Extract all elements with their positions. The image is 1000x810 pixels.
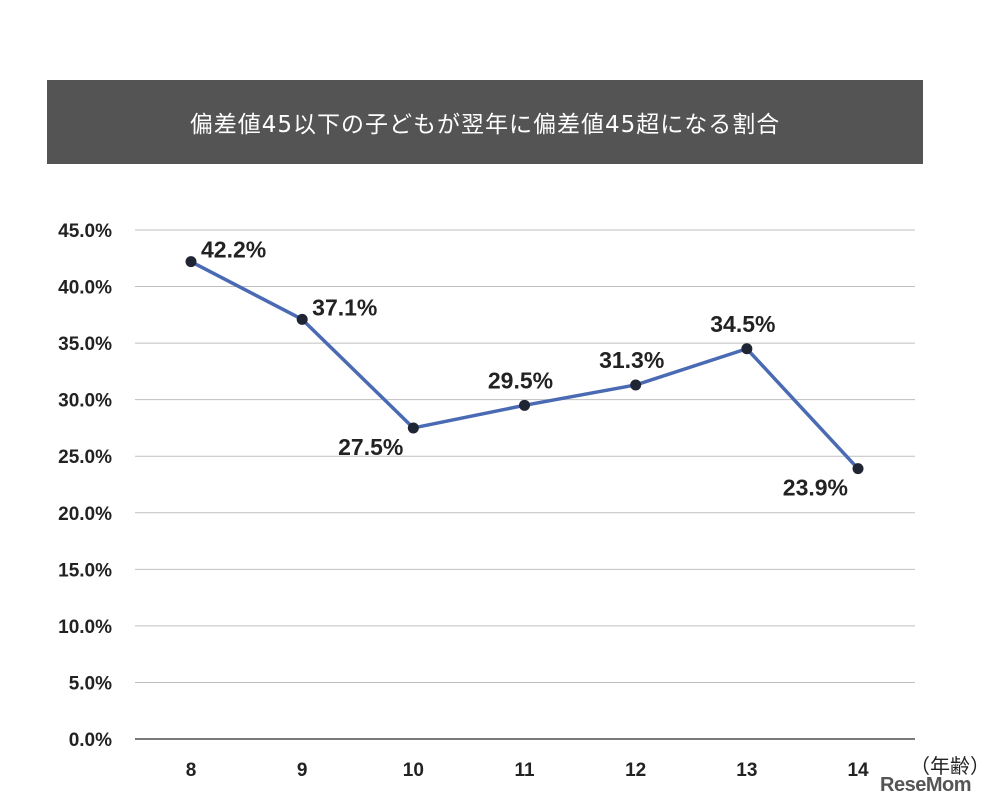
y-tick-label: 35.0% [58,334,112,355]
x-tick-label: 10 [403,760,424,781]
data-point-marker [519,399,531,411]
data-label: 37.1% [312,294,377,320]
x-tick-label: 9 [297,760,308,781]
data-label: 34.5% [710,311,775,337]
watermark-logo: ReseMom [880,774,971,796]
y-tick-label: 10.0% [58,617,112,638]
data-point-marker [741,343,753,355]
y-tick-label: 25.0% [58,447,112,468]
data-label: 31.3% [599,347,664,373]
data-series [185,256,864,475]
series-line [189,259,860,471]
x-tick-label: 8 [186,760,197,781]
y-tick-label: 45.0% [58,221,112,242]
data-label: 27.5% [338,434,403,460]
x-tick-label: 14 [847,760,869,781]
y-tick-label: 40.0% [58,278,112,299]
y-tick-label: 20.0% [58,504,112,525]
y-tick-label: 5.0% [69,673,112,694]
x-axis-tick-labels: 8 9 10 11 12 13 14 [186,760,869,781]
x-tick-label: 11 [514,760,535,781]
chart-title: 偏差値45以下の子どもが翌年に偏差値45超になる割合 [189,112,781,138]
data-point-marker [852,463,864,475]
data-point-marker [296,313,308,325]
data-labels: 42.2% 37.1% 27.5% 29.5% 31.3% 34.5% 23.9% [201,237,848,501]
x-tick-label: 12 [625,760,646,781]
data-label: 29.5% [488,367,553,393]
data-point-marker [407,422,419,434]
data-point-marker [185,256,197,268]
x-axis-unit-label: （年齢） [910,754,990,778]
data-label: 23.9% [783,475,848,501]
chart-title-bar: 偏差値45以下の子どもが翌年に偏差値45超になる割合 [47,80,923,164]
grid-lines [135,229,915,740]
data-point-marker [630,379,642,391]
y-tick-label: 0.0% [69,730,112,751]
x-tick-label: 13 [736,760,757,781]
y-tick-label: 15.0% [58,560,112,581]
y-tick-label: 30.0% [58,391,112,412]
data-label: 42.2% [201,237,266,263]
y-axis-tick-labels: 0.0% 5.0% 10.0% 15.0% 20.0% 25.0% 30.0% 35.0% 40… [58,221,112,751]
